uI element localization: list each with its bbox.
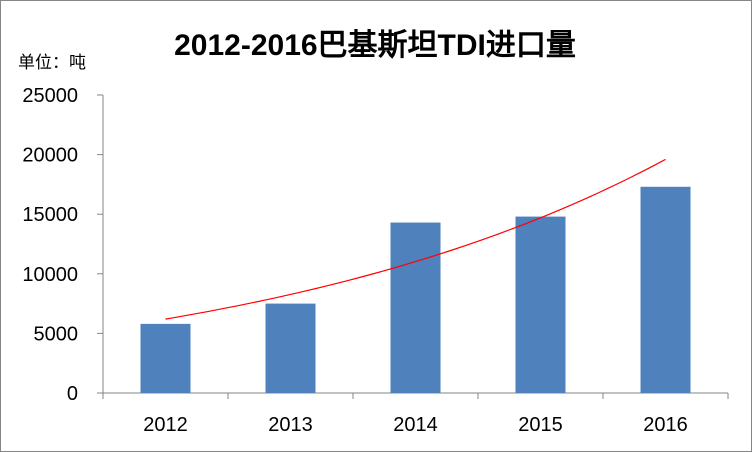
- trendline-group: [165, 158, 666, 320]
- x-tick-label: 2013: [268, 414, 313, 436]
- x-tick-label: 2012: [143, 414, 188, 436]
- x-tick-label: 2015: [518, 414, 563, 436]
- y-tick-label: 20000: [22, 145, 78, 167]
- y-axis-ticks: 0 5000 10000 15000 20000 25000: [22, 85, 103, 405]
- x-tick-label: 2016: [643, 414, 688, 436]
- bar-2012: [140, 323, 191, 393]
- y-tick-label: 15000: [22, 204, 78, 226]
- bar-2014: [390, 222, 441, 393]
- y-tick-label: 25000: [22, 85, 78, 107]
- x-tick-label: 2014: [393, 414, 438, 436]
- bar-2016: [640, 186, 691, 393]
- chart-title: 2012-2016巴基斯坦TDI进口量: [174, 29, 576, 62]
- unit-label: 单位：吨: [18, 53, 86, 73]
- y-tick-label: 5000: [34, 323, 79, 345]
- trendline: [165, 158, 666, 320]
- x-axis-ticks: 2012 2013 2014 2015 2016: [102, 393, 729, 436]
- y-tick-label: 0: [67, 383, 78, 405]
- bar-2013: [265, 303, 316, 393]
- bar-2015: [515, 216, 566, 393]
- bar-series: [140, 186, 691, 393]
- y-tick-label: 10000: [22, 264, 78, 286]
